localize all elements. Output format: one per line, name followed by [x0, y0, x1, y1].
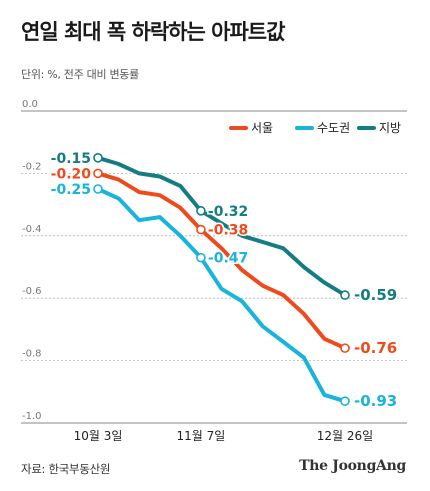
data-point-marker — [196, 206, 206, 216]
legend: 서울 수도권 지방 — [229, 121, 401, 135]
y-axis-ticks: 0.0 -0.2 -0.4 -0.6 -0.8 -1.0 — [22, 99, 42, 422]
data-point-marker — [340, 290, 350, 300]
data-point-marker — [196, 224, 206, 235]
data-point-marker — [196, 252, 206, 263]
chart-title: 연일 최대 폭 하락하는 아파트값 — [21, 20, 285, 44]
data-label: -0.59 — [354, 286, 397, 304]
y-tick-label: -0.6 — [22, 286, 42, 297]
data-label: -0.76 — [354, 339, 397, 357]
data-point-marker — [93, 184, 103, 194]
legend-label: 수도권 — [317, 121, 350, 135]
series-layer — [93, 153, 350, 406]
series-line — [96, 155, 347, 298]
x-tick-label: 12월 26일 — [317, 429, 373, 443]
data-point-marker — [93, 168, 103, 179]
y-tick-label: 0.0 — [22, 99, 38, 110]
y-tick-label: -1.0 — [22, 411, 42, 422]
series-line — [96, 187, 347, 404]
data-labels: -0.20 -0.38 -0.76 -0.25 -0.47 -0.93 -0.15 -0.32… — [49, 149, 399, 411]
data-label: -0.20 — [51, 166, 92, 182]
y-tick-label: -0.8 — [22, 349, 42, 360]
series-line — [96, 171, 347, 351]
chart-subtitle: 단위: %, 전주 대비 변동률 — [21, 68, 139, 81]
y-tick-label: -0.2 — [22, 161, 42, 172]
legend-label: 서울 — [251, 121, 273, 135]
legend-label: 지방 — [379, 121, 401, 135]
data-label: -0.32 — [208, 204, 248, 220]
data-point-marker — [93, 153, 103, 163]
data-point-marker — [340, 396, 350, 406]
data-point-marker — [340, 343, 350, 353]
x-tick-label: 10월 3일 — [74, 429, 123, 443]
y-tick-label: -0.4 — [22, 224, 42, 235]
data-label: -0.47 — [208, 251, 248, 267]
source-note: 자료: 한국부동산원 — [21, 462, 111, 476]
data-label: -0.25 — [51, 182, 91, 198]
x-axis-ticks: 10월 3일 11월 7일 12월 26일 — [74, 429, 374, 443]
data-label: -0.93 — [354, 392, 397, 410]
x-tick-label: 11월 7일 — [177, 429, 226, 443]
publisher-logo: The JoongAng — [299, 458, 406, 474]
data-label: -0.15 — [51, 151, 91, 167]
data-label: -0.38 — [208, 223, 248, 239]
